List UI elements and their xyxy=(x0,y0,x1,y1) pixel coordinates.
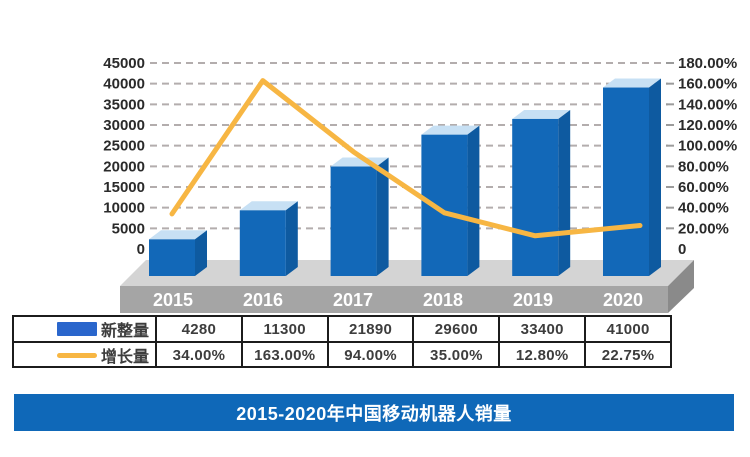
bar-front-face xyxy=(421,134,468,276)
right-axis-tick-label: 0 xyxy=(678,241,686,258)
bar-side-face xyxy=(195,230,207,276)
growth-rate-line xyxy=(169,78,643,239)
right-axis-tick-label: 40.00% xyxy=(678,200,729,217)
bar-series-swatch-icon xyxy=(56,322,97,336)
left-axis-tick-label: 0 xyxy=(137,241,145,258)
platform-front-face xyxy=(120,286,668,313)
left-axis-tick-label: 25000 xyxy=(103,138,145,155)
platform-side-face xyxy=(668,260,694,313)
legend-cell-growth: 增长量 xyxy=(14,343,155,367)
left-axis-tick-label: 10000 xyxy=(103,200,145,217)
bar-front-face xyxy=(330,166,377,276)
left-axis-tick-label: 15000 xyxy=(103,179,145,196)
sales-cell-2019: 33400 xyxy=(498,317,584,341)
right-axis-tick-label: 60.00% xyxy=(678,179,729,196)
growth-cell-2017: 94.00% xyxy=(326,343,413,367)
growth-cell-2016: 163.00% xyxy=(240,343,327,367)
category-label: 2020 xyxy=(603,290,643,310)
legend-cell-sales: 新整量 xyxy=(14,317,155,341)
category-label: 2017 xyxy=(333,290,373,310)
category-label: 2018 xyxy=(423,290,463,310)
bar-top-face xyxy=(421,125,480,135)
bar-side-face xyxy=(649,78,661,277)
table-row-growth: 增长量 34.00% 163.00% 94.00% 35.00% 12.80% … xyxy=(14,341,670,367)
legend-label-sales: 新整量 xyxy=(100,323,149,340)
chart-title-bar: 2015-2020年中国移动机器人销量 xyxy=(14,394,734,431)
right-axis-tick-label: 140.00% xyxy=(678,96,737,113)
bar-side-face xyxy=(558,109,571,276)
sales-cell-2015: 4280 xyxy=(155,317,241,341)
right-axis-tick-label: 20.00% xyxy=(678,220,729,237)
growth-cell-2015: 34.00% xyxy=(155,343,241,367)
table-row-sales: 新整量 4280 11300 21890 29600 33400 41000 xyxy=(14,317,670,341)
sales-cell-2018: 29600 xyxy=(412,317,498,341)
bar-top-face xyxy=(512,109,571,119)
sales-cell-2016: 11300 xyxy=(240,317,327,341)
bar-top-face xyxy=(149,230,207,240)
sales-3d-bar-chart: 45000 40000 35000 30000 25000 20000 15000 10000… xyxy=(103,55,737,313)
category-label: 2015 xyxy=(153,290,193,310)
left-axis-tick-label: 5000 xyxy=(112,220,145,237)
category-label: 2016 xyxy=(243,290,283,310)
category-label: 2019 xyxy=(513,290,553,310)
sales-cell-2017: 21890 xyxy=(326,317,413,341)
bar-front-face xyxy=(512,118,559,277)
growth-cell-2018: 35.00% xyxy=(412,343,498,367)
bar-front-face xyxy=(603,87,649,277)
left-axis-tick-label: 20000 xyxy=(103,158,145,175)
left-axis-tick-label: 35000 xyxy=(103,96,145,113)
bar-side-face xyxy=(285,201,298,276)
right-axis-tick-label: 100.00% xyxy=(678,138,737,155)
bar-top-face xyxy=(239,201,298,211)
data-table: 新整量 4280 11300 21890 29600 33400 41000 增… xyxy=(12,315,672,368)
chart-title: 2015-2020年中国移动机器人销量 xyxy=(236,403,512,424)
bar-side-face xyxy=(467,125,480,276)
bar-side-face xyxy=(376,157,389,276)
sales-cell-2020: 41000 xyxy=(584,317,670,341)
bar-front-face xyxy=(149,239,195,276)
legend-label-growth: 增长量 xyxy=(100,349,149,366)
right-axis-tick-label: 120.00% xyxy=(678,117,737,134)
left-axis-tick-label: 40000 xyxy=(103,76,145,93)
right-axis-tick-label: 160.00% xyxy=(678,76,737,93)
left-axis-tick-label: 45000 xyxy=(103,55,145,72)
bar-top-face xyxy=(603,78,661,88)
growth-cell-2019: 12.80% xyxy=(498,343,584,367)
bar-front-face xyxy=(239,210,286,276)
growth-cell-2020: 22.75% xyxy=(584,343,670,367)
right-axis-tick-label: 80.00% xyxy=(678,158,729,175)
right-axis-tick-label: 180.00% xyxy=(678,55,737,72)
left-axis-tick-label: 30000 xyxy=(103,117,145,134)
line-series-swatch-icon xyxy=(56,352,97,358)
